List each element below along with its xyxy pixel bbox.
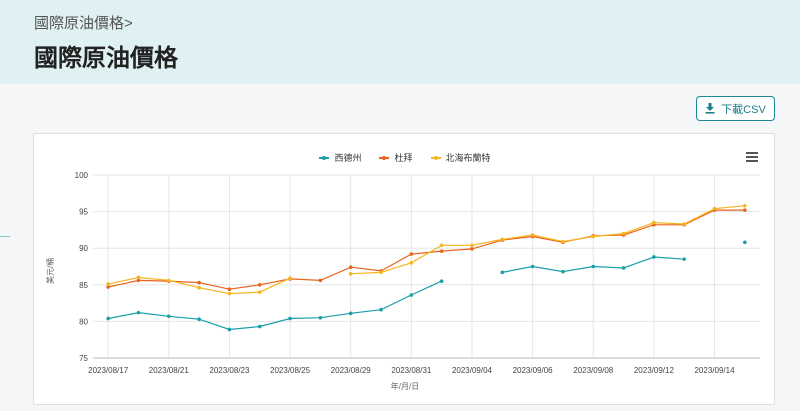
data-point (166, 278, 171, 283)
data-point (621, 231, 626, 236)
data-point (591, 234, 596, 239)
data-point (197, 285, 201, 290)
data-point (348, 265, 353, 270)
y-tick-label: 80 (79, 317, 88, 326)
x-tick-label: 2023/09/04 (452, 366, 493, 375)
legend-swatch (379, 154, 390, 162)
data-point (470, 247, 474, 251)
data-point (318, 278, 323, 283)
y-tick-label: 90 (79, 244, 88, 253)
data-point (166, 314, 171, 319)
y-tick-label: 100 (75, 171, 89, 180)
legend-swatch (430, 154, 441, 162)
data-point (682, 257, 687, 261)
data-point (136, 275, 141, 280)
legend-label: 西德州 (334, 153, 362, 163)
download-csv-button[interactable]: 下載CSV (696, 96, 775, 121)
series-line (350, 205, 745, 275)
series-line (108, 209, 745, 290)
data-point (712, 206, 717, 211)
x-tick-label: 2023/09/12 (634, 366, 675, 375)
data-point (318, 315, 323, 320)
x-axis-title: 年/月/日 (390, 382, 420, 391)
legend-label: 北海布蘭特 (445, 153, 491, 163)
x-tick-label: 2023/08/29 (331, 366, 372, 375)
data-point (652, 220, 656, 225)
page-title: 國際原油價格 (34, 45, 178, 72)
data-point (227, 291, 232, 296)
data-point (743, 240, 747, 245)
x-tick-label: 2023/08/23 (209, 366, 250, 375)
x-tick-label: 2023/09/08 (573, 366, 614, 375)
data-point (379, 307, 383, 312)
data-point (257, 283, 262, 287)
x-tick-label: 2023/08/25 (270, 366, 311, 375)
x-tick-label: 2023/09/14 (694, 366, 735, 375)
data-point (288, 316, 292, 321)
data-point (106, 282, 110, 286)
data-point (288, 276, 292, 281)
data-point (409, 293, 414, 297)
x-tick-label: 2023/08/21 (149, 366, 190, 375)
data-point (743, 203, 747, 208)
data-point (227, 287, 232, 291)
data-point (591, 264, 596, 269)
series-line (108, 280, 442, 331)
download-csv-label: 下載CSV (721, 103, 766, 116)
legend-item[interactable]: 杜拜 (379, 151, 413, 164)
data-point (561, 269, 565, 274)
x-tick-label: 2023/08/17 (88, 366, 129, 375)
x-tick-label: 2023/09/06 (513, 366, 554, 375)
data-point (409, 252, 414, 256)
legend-item[interactable]: 北海布蘭特 (430, 151, 491, 164)
y-tick-label: 95 (79, 208, 88, 217)
breadcrumb[interactable]: 國際原油價格> (34, 15, 133, 32)
series-line (108, 276, 291, 295)
data-point (136, 278, 141, 283)
data-point (530, 264, 535, 269)
data-point (197, 317, 201, 322)
download-icon (705, 103, 715, 114)
data-point (106, 285, 110, 289)
x-tick-label: 2023/08/31 (391, 366, 432, 375)
data-point (530, 233, 535, 237)
data-point (227, 327, 232, 332)
hamburger-menu-icon[interactable] (746, 152, 758, 162)
legend-label: 杜拜 (394, 153, 413, 163)
data-point (379, 270, 383, 275)
data-point (621, 266, 626, 270)
legend-swatch (319, 154, 330, 162)
data-point (409, 261, 414, 265)
data-point (197, 280, 201, 285)
legend-item[interactable]: 西德州 (319, 151, 361, 164)
side-divider (0, 236, 10, 237)
oil-price-chart: 75 80 85 90 95 100 2023/08/17 2023/08/21 2023/08… (33, 133, 775, 405)
y-axis-title: 美元/桶 (46, 257, 55, 284)
data-point (136, 310, 141, 315)
data-point (500, 237, 505, 242)
data-point (682, 222, 687, 226)
data-point (652, 255, 656, 259)
chart-plot-area: 75 80 85 90 95 100 2023/08/17 2023/08/21 2023/08… (75, 171, 760, 375)
y-tick-label: 75 (79, 354, 88, 363)
data-point (561, 239, 565, 244)
data-point (439, 249, 444, 253)
data-point (500, 270, 505, 275)
data-point (348, 272, 353, 276)
data-point (257, 290, 262, 294)
data-point (439, 243, 444, 248)
data-point (106, 316, 110, 321)
data-point (348, 311, 353, 316)
data-point (439, 279, 444, 283)
y-tick-label: 85 (79, 281, 88, 290)
page-header: 國際原油價格> 國際原油價格 (0, 0, 800, 84)
data-point (257, 324, 262, 329)
data-point (470, 243, 474, 248)
chart-legend: 西德州 杜拜 北海布蘭特 (34, 151, 776, 164)
data-point (743, 208, 747, 212)
